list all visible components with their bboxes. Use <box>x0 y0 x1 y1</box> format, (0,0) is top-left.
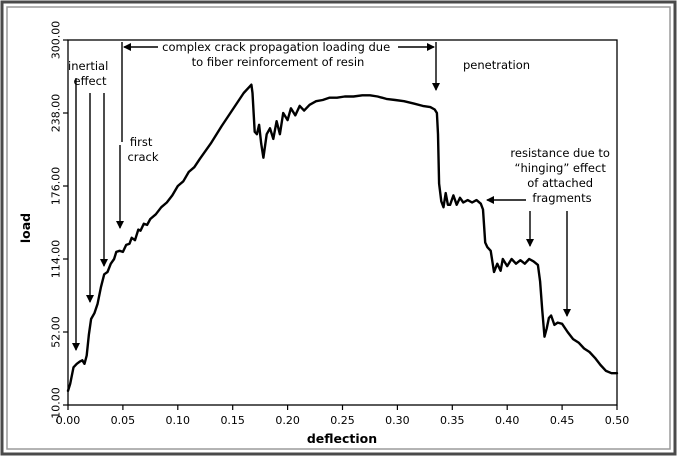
x-tick-label: 0.40 <box>495 414 520 427</box>
annotation-first-crack-line-2: crack <box>127 150 158 164</box>
x-tick-label: 0.05 <box>111 414 136 427</box>
x-tick-label: 0.10 <box>166 414 191 427</box>
x-tick-label: 0.15 <box>220 414 245 427</box>
x-tick-label: 0.20 <box>275 414 300 427</box>
annotation-inertial: inertial effect <box>68 59 112 88</box>
x-tick-label: 0.50 <box>605 414 630 427</box>
x-axis: 0.00 0.05 0.10 0.15 0.20 0.25 0.30 0.35 0.40 0.45… <box>56 405 630 427</box>
y-tick-label: 176.00 <box>50 167 63 206</box>
x-tick-label: 0.25 <box>330 414 355 427</box>
x-tick-label: 0.30 <box>385 414 410 427</box>
x-tick-label: 0.00 <box>56 414 81 427</box>
x-tick-label: 0.35 <box>440 414 465 427</box>
annotation-resistance-line-4: fragments <box>532 191 591 205</box>
x-axis-title: deflection <box>307 431 377 446</box>
annotation-first-crack-line-1: first <box>130 135 153 149</box>
y-tick-label: 300.00 <box>50 21 63 60</box>
y-tick-label: 52.00 <box>50 316 63 348</box>
x-tick-label: 0.45 <box>550 414 575 427</box>
annotation-resistance: resistance due to “hinging” effect of at… <box>510 146 613 205</box>
y-axis-title: load <box>18 213 33 243</box>
y-tick-label: 238.00 <box>50 94 63 133</box>
frame-inner <box>6 6 671 450</box>
annotation-penetration: penetration <box>463 58 530 72</box>
annotation-arrows <box>72 42 571 351</box>
y-tick-label: 114.00 <box>50 240 63 279</box>
annotation-complex-line-2: to fiber reinforcement of resin <box>192 55 365 69</box>
annotation-resistance-line-2: “hinging” effect <box>515 161 607 175</box>
y-axis: -10.00 52.00 114.00 176.00 238.00 300.00 <box>50 21 68 423</box>
annotation-inertial-line-1: inertial <box>68 59 108 73</box>
annotation-resistance-line-3: of attached <box>527 176 593 190</box>
annotation-complex: complex crack propagation loading due to… <box>162 40 394 69</box>
annotation-resistance-line-1: resistance due to <box>510 146 610 160</box>
annotation-complex-line-1: complex crack propagation loading due <box>162 40 390 54</box>
annotation-first-crack: first crack <box>127 135 158 164</box>
annotation-inertial-line-2: effect <box>74 74 107 88</box>
plot-area <box>67 39 618 406</box>
y-tick-label: -10.00 <box>50 387 63 422</box>
load-curve <box>66 83 619 393</box>
